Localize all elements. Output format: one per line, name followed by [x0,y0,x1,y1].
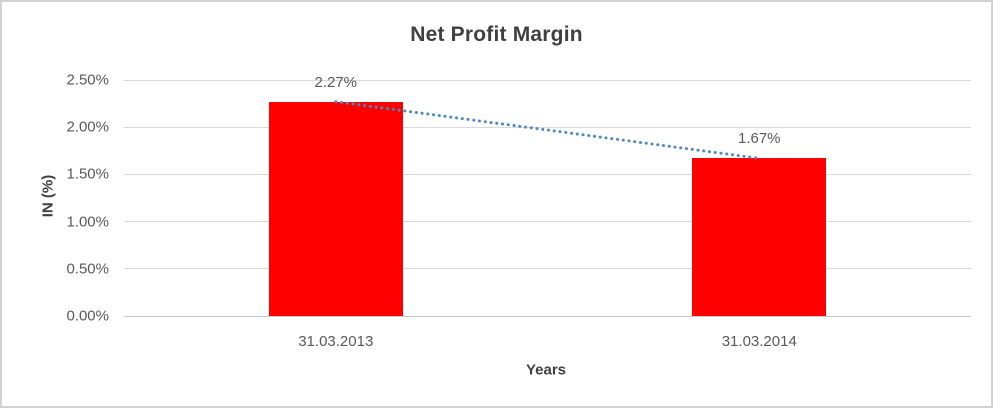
y-tick-label: 1.50% [66,165,109,183]
x-axis-line [124,315,971,317]
x-axis-title: Years [525,361,567,379]
y-tick-label: 2.50% [66,71,109,89]
y-tick-label: 0.50% [66,260,109,278]
y-tick-label: 1.00% [66,213,109,231]
y-tick-label: 2.00% [66,118,109,136]
bar-31.03.2014 [692,158,827,316]
category-label: 31.03.2014 [721,333,797,350]
y-tick-label: 0.00% [66,307,109,325]
data-label: 2.27% [314,73,358,91]
gridline [124,126,971,128]
data-label: 1.67% [737,130,781,148]
bar-31.03.2013 [268,101,403,316]
gridline [124,79,971,81]
gridline [124,268,971,270]
chart-title: Net Profit Margin [410,23,583,46]
gridline [124,221,971,223]
category-label: 31.03.2013 [298,333,374,350]
gridline [124,173,971,175]
